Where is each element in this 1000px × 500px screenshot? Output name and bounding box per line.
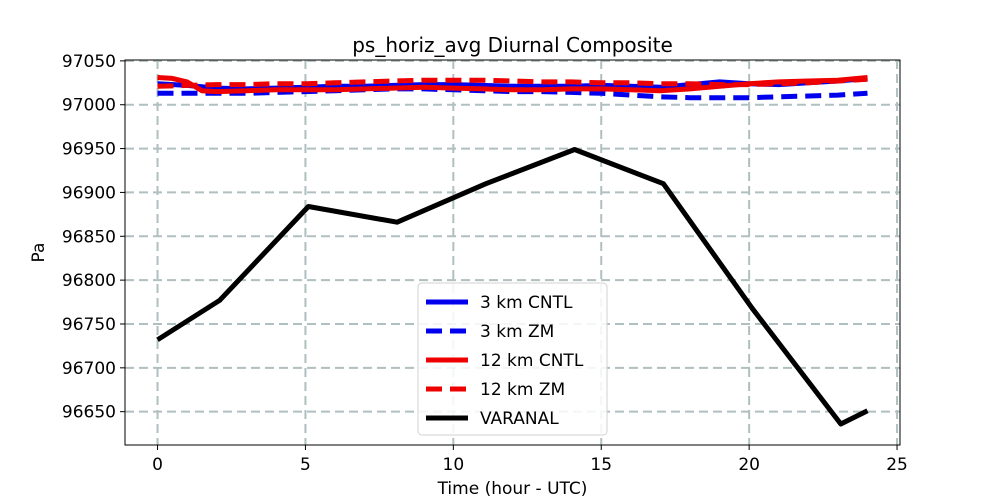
y-tick-label: 96900 <box>62 183 116 203</box>
y-tick-label: 96800 <box>62 271 116 291</box>
x-tick-label: 15 <box>590 455 612 475</box>
y-tick-label: 97050 <box>62 52 116 72</box>
series-line-varanal <box>156 147 869 427</box>
legend-label: 12 km ZM <box>480 380 565 400</box>
x-tick-label: 25 <box>886 455 908 475</box>
x-tick-label: 10 <box>443 455 465 475</box>
y-tick-label: 96850 <box>62 227 116 247</box>
y-tick-label: 96650 <box>62 403 116 423</box>
x-axis-title: Time (hour - UTC) <box>437 479 588 499</box>
y-tick-label: 97000 <box>62 96 116 116</box>
x-tick-label: 20 <box>738 455 760 475</box>
legend-box <box>417 282 608 436</box>
series-group <box>156 75 869 427</box>
legend-label: 3 km CNTL <box>480 293 573 313</box>
grid <box>125 59 900 445</box>
y-tick-label: 96950 <box>62 140 116 160</box>
x-tick-label: 5 <box>300 455 311 475</box>
series-line-3-km-zm <box>157 86 868 101</box>
legend-label: 12 km CNTL <box>480 351 584 371</box>
x-tick-label: 0 <box>152 455 163 475</box>
y-tick-label: 96700 <box>62 359 116 379</box>
y-tick-label: 96750 <box>62 315 116 335</box>
y-axis-title: Pa <box>29 243 49 263</box>
legend: 3 km CNTL 3 km ZM 12 km CNTL 12 km ZM VARANA… <box>417 282 608 436</box>
plot-area-frame <box>124 59 901 446</box>
chart-title: ps_horiz_avg Diurnal Composite <box>352 33 673 57</box>
legend-label: VARANAL <box>480 409 559 429</box>
ticks: 0 5 10 15 20 25 96650 96700 96750 96800 96850 96900… <box>62 52 908 475</box>
series-line-12-km-zm <box>157 76 868 89</box>
legend-label: 3 km ZM <box>480 322 554 342</box>
